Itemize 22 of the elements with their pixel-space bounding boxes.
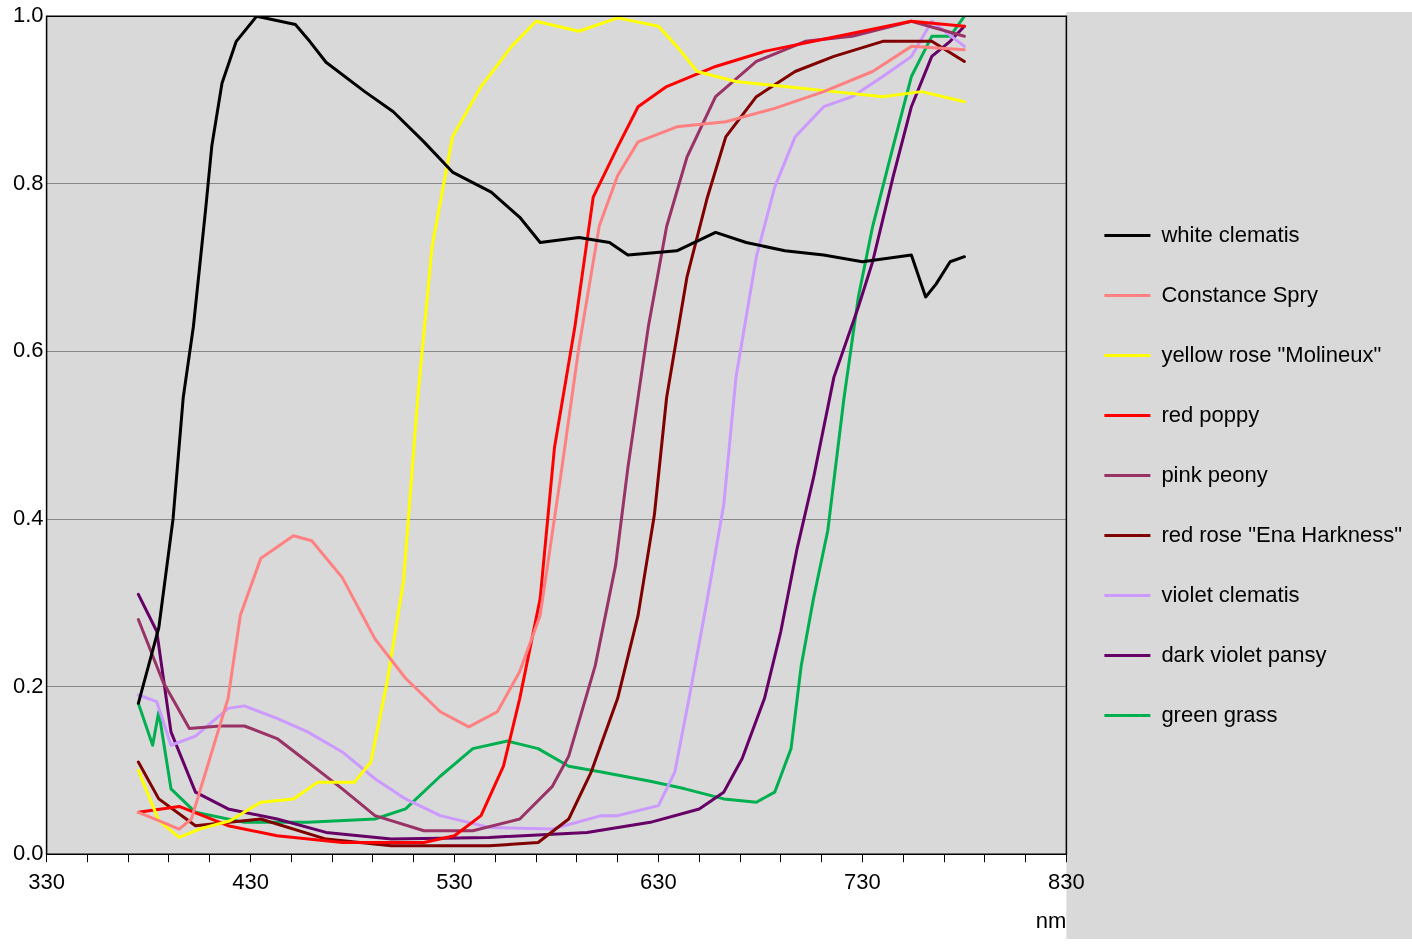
legend-label: white clematis: [1160, 221, 1300, 247]
legend-label: green grass: [1161, 701, 1278, 727]
y-tick-label: 1.0: [12, 2, 44, 28]
x-tick-label: 430: [232, 869, 269, 895]
y-tick-label: 0.2: [12, 672, 44, 698]
legend-label: violet clematis: [1161, 581, 1300, 607]
legend-label: pink peony: [1161, 461, 1268, 487]
legend-label: red poppy: [1161, 401, 1260, 427]
y-tick-label: 0.0: [12, 840, 44, 866]
legend-label: red rose "Ena Harkness": [1161, 521, 1403, 547]
y-tick-label: 0.8: [12, 169, 44, 195]
x-tick-label: 630: [640, 869, 677, 895]
y-tick-label: 0.4: [12, 505, 44, 531]
x-tick-label: 730: [844, 869, 881, 895]
legend-label: Constance Spry: [1161, 281, 1318, 307]
x-tick-label: 830: [1048, 869, 1085, 895]
legend-label: dark violet pansy: [1161, 641, 1327, 667]
x-tick-label: 530: [436, 869, 473, 895]
legend-label: yellow rose "Molineux": [1161, 341, 1382, 367]
y-tick-label: 0.6: [12, 337, 44, 363]
x-axis-title: nm: [1035, 907, 1067, 933]
x-tick-label: 330: [28, 869, 65, 895]
